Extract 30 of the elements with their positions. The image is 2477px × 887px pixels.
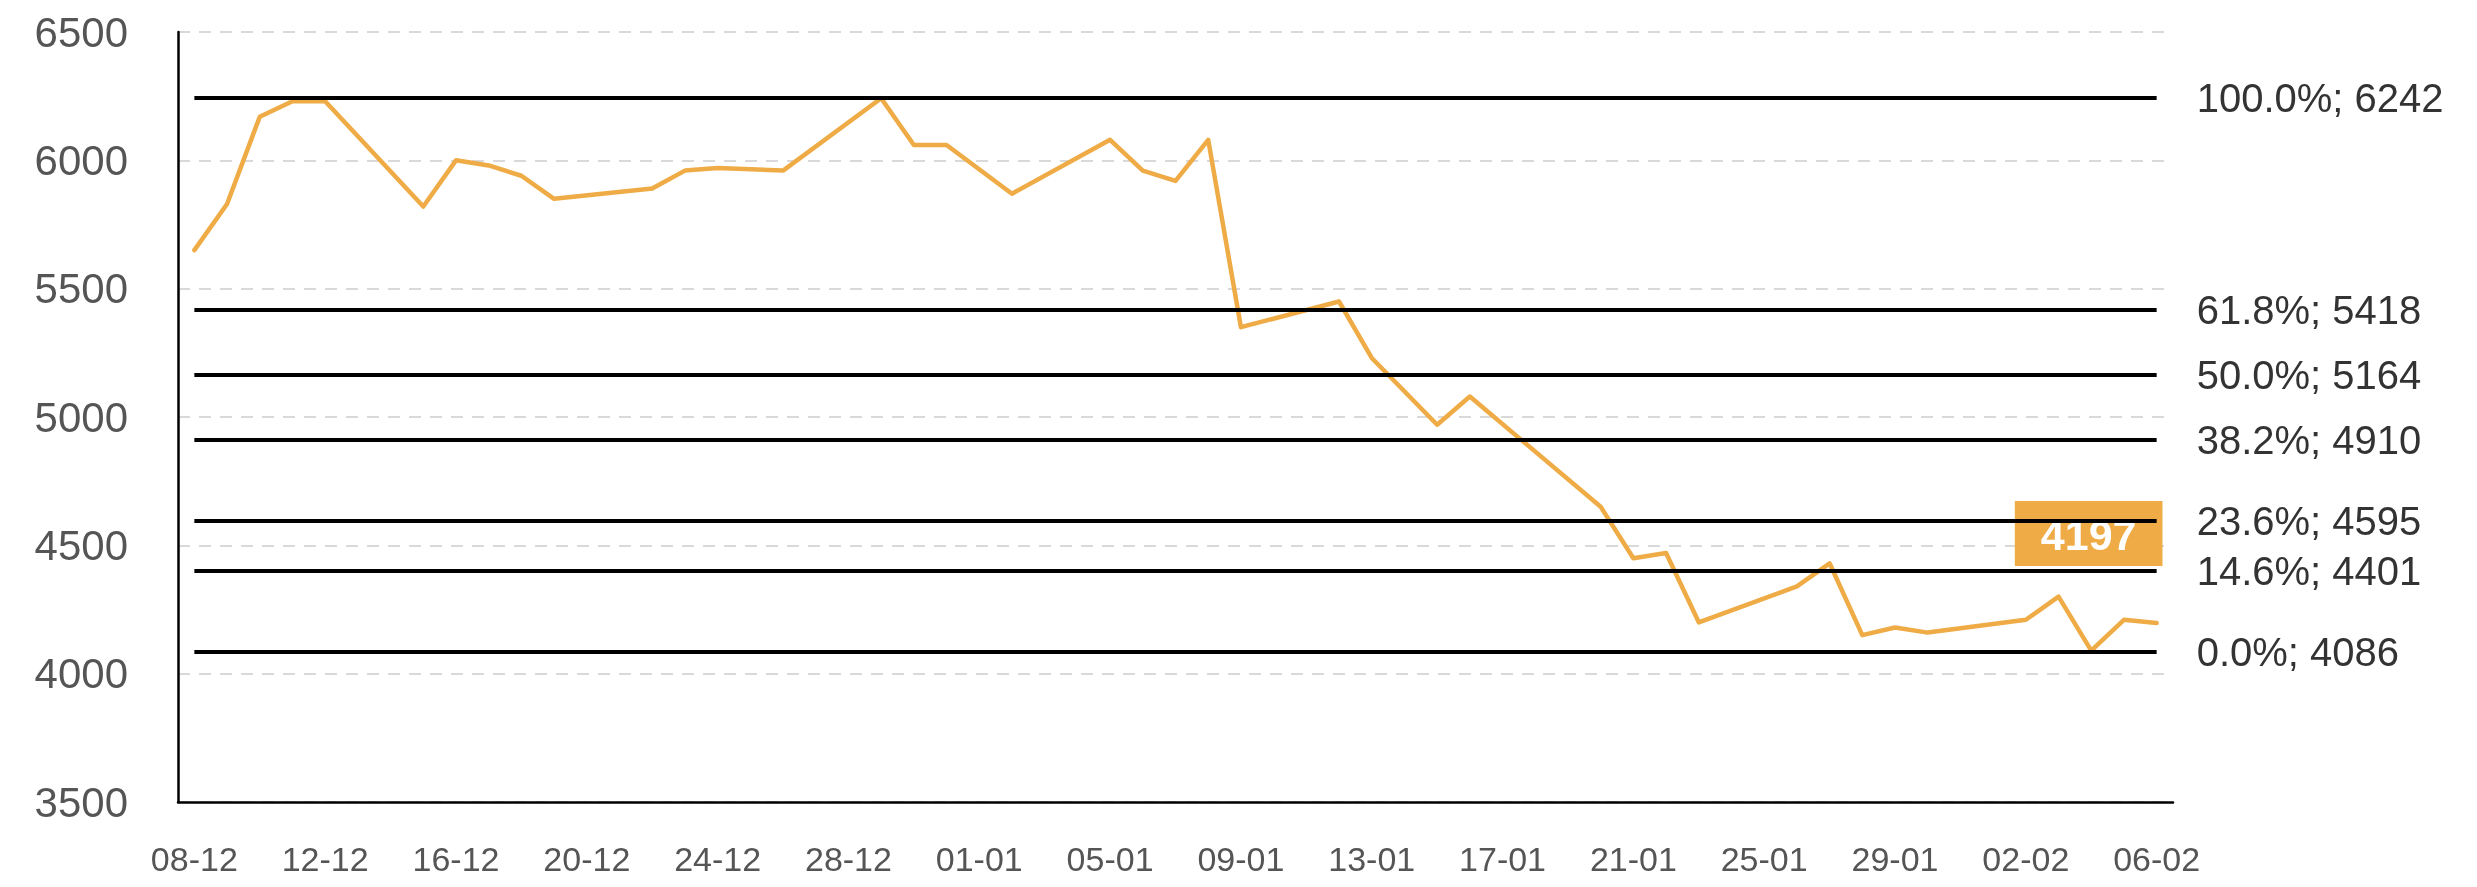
- x-tick-label: 01-01: [935, 840, 1023, 878]
- ref-line-label: 14.6%; 4401: [2196, 548, 2422, 593]
- ref-line-label: 100.0%; 6242: [2196, 76, 2444, 121]
- x-tick-label: 21-01: [1589, 840, 1677, 878]
- x-tick-label: 16-12: [412, 840, 500, 878]
- x-tick-label: 29-01: [1851, 840, 1939, 878]
- x-tick-label: 28-12: [804, 840, 892, 878]
- ref-line-label: 0.0%; 4086: [2196, 629, 2400, 674]
- y-tick-label: 5000: [34, 393, 128, 441]
- x-tick-label: 20-12: [543, 840, 631, 878]
- x-tick-label: 02-02: [1982, 840, 2070, 878]
- x-tick-label: 13-01: [1328, 840, 1416, 878]
- x-tick-label: 25-01: [1720, 840, 1808, 878]
- ref-line-label: 38.2%; 4910: [2196, 418, 2422, 463]
- y-tick-label: 4000: [34, 650, 128, 698]
- x-tick-label: 08-12: [150, 840, 238, 878]
- y-tick-label: 4500: [34, 521, 128, 569]
- ref-line-label: 61.8%; 5418: [2196, 287, 2422, 332]
- y-tick-label: 6000: [34, 136, 128, 184]
- x-tick-label: 12-12: [281, 840, 369, 878]
- ref-line-label: 50.0%; 5164: [2196, 352, 2422, 397]
- x-tick-label: 05-01: [1066, 840, 1154, 878]
- x-tick-label: 06-02: [2113, 840, 2201, 878]
- x-tick-label: 24-12: [674, 840, 762, 878]
- y-tick-label: 5500: [34, 265, 128, 313]
- x-tick-label: 09-01: [1197, 840, 1285, 878]
- ref-line-label: 23.6%; 4595: [2196, 498, 2422, 543]
- y-tick-label: 6500: [34, 8, 128, 56]
- y-tick-label: 3500: [34, 778, 128, 826]
- x-tick-label: 17-01: [1459, 840, 1547, 878]
